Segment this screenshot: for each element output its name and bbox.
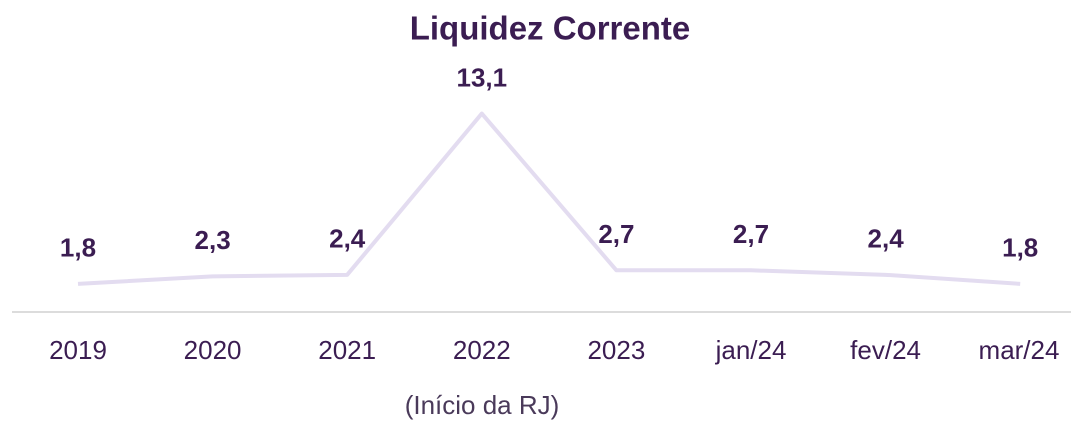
data-label: 2,4 xyxy=(868,224,905,254)
data-label: 2,3 xyxy=(195,225,231,255)
x-tick-label: jan/24 xyxy=(715,335,787,365)
line xyxy=(77,111,1021,286)
data-label: 2,7 xyxy=(733,219,769,249)
x-tick-label: 2021 xyxy=(318,335,376,365)
data-label: 2,7 xyxy=(598,219,634,249)
x-tick-label: 2023 xyxy=(587,335,645,365)
x-tick-label: mar/24 xyxy=(979,335,1060,365)
data-label: 13,1 xyxy=(456,62,507,92)
x-tick-label: fev/24 xyxy=(850,335,921,365)
x-tick-label: 2022 xyxy=(453,335,511,365)
data-label: 1,8 xyxy=(60,233,96,263)
x-tick-label: 2020 xyxy=(184,335,242,365)
annotation: (Início da RJ) xyxy=(405,390,560,420)
x-tick-label: 2019 xyxy=(49,335,107,365)
chart-title: Liquidez Corrente xyxy=(410,10,691,47)
data-label: 2,4 xyxy=(329,224,366,254)
data-label: 1,8 xyxy=(1002,233,1038,263)
